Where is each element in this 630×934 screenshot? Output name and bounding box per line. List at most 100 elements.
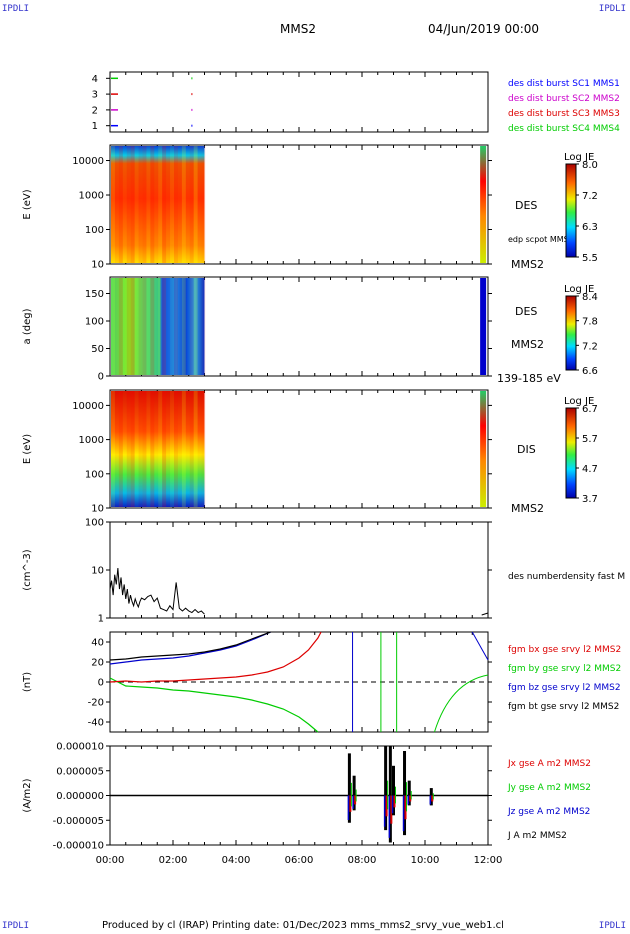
current-legend-1: Jx gse A m2 MMS2 <box>507 759 591 769</box>
bfield-ytick-label: 0 <box>98 678 104 689</box>
des_pitch-colorbar-label: 7.2 <box>582 341 598 352</box>
dis_energy-colorbar-label: 6.7 <box>582 404 598 415</box>
dis_energy-side-label: DIS <box>517 443 536 456</box>
des_energy-ytick-label: 10 <box>91 260 104 271</box>
dis_energy-stripe <box>177 391 182 507</box>
des_energy-side-label: MMS2 <box>511 258 544 271</box>
density-ytick-label: 100 <box>85 518 104 529</box>
dis_energy-ytick-label: 1000 <box>79 435 104 446</box>
des_energy-stripe <box>158 146 163 263</box>
des_energy-colorbar-title: Log JE <box>564 152 594 163</box>
dis_energy-colorbar-label: 5.7 <box>582 434 598 445</box>
dis_energy-colorbar-label: 3.7 <box>582 494 598 505</box>
des_pitch-stripe <box>193 278 198 375</box>
des_pitch-stripe <box>123 278 127 375</box>
x-axis-tick-label: 06:00 <box>285 855 314 866</box>
density-end-mark <box>481 612 489 616</box>
bfield-legend-3: fgm bz gse srvy l2 MMS2 <box>508 683 621 693</box>
bfield-ylabel: (nT) <box>22 672 33 692</box>
density-frame <box>109 521 489 619</box>
spacecraft-title: MMS2 <box>280 22 316 36</box>
des_energy-side-label: edp scpot MMS2 <box>508 235 574 244</box>
burst-ytick-label: 4 <box>92 74 98 85</box>
des_energy-ytick-label: 100 <box>85 225 104 236</box>
bfield-ytick-label: 20 <box>91 658 104 669</box>
x-axis-tick-label: 08:00 <box>348 855 377 866</box>
dis_energy-stripe <box>174 391 178 507</box>
des_pitch-stripe <box>130 278 135 375</box>
bfield-ytick-label: -40 <box>88 718 104 729</box>
bfield-ytick-label: -20 <box>88 698 104 709</box>
bfield-series-1 <box>109 631 322 683</box>
dis_energy-stripe <box>181 391 186 507</box>
des_energy-colorbar-label: 5.5 <box>582 253 598 264</box>
dis_energy-stripe <box>123 391 127 507</box>
des_energy-stripe <box>118 146 123 263</box>
des_energy-stripe <box>138 146 143 263</box>
des_pitch-ytick-label: 50 <box>91 344 104 355</box>
current-ytick-label: 0.000005 <box>56 766 104 777</box>
dis_energy-ylabel: E (eV) <box>22 434 33 464</box>
dis_energy-edge-strip <box>480 391 487 507</box>
des_pitch-stripe <box>126 278 131 375</box>
des_pitch-stripe <box>118 278 123 375</box>
des_pitch-stripe <box>162 278 167 375</box>
des_pitch-stripe <box>111 278 115 375</box>
burst-legend-sc4: des dist burst SC4 MMS4 <box>508 124 620 134</box>
dis_energy-stripe <box>170 391 174 507</box>
dis_energy-stripe <box>150 391 155 507</box>
des_pitch-colorbar-title: Log JE <box>564 284 594 295</box>
des_pitch-side-label: 139-185 eV <box>497 372 561 385</box>
des_energy-stripe <box>181 146 186 263</box>
des_pitch-spectrogram <box>111 278 205 375</box>
corner-tag-bottom-left: IPDLI <box>2 921 30 931</box>
dis_energy-stripe <box>189 391 194 507</box>
des_energy-colorbar-label: 6.3 <box>582 222 598 233</box>
dis_energy-side-label: MMS2 <box>511 502 544 515</box>
des_energy-side-label: DES <box>515 199 537 212</box>
des_energy-stripe <box>123 146 127 263</box>
des_energy-stripe <box>154 146 158 263</box>
dis_energy-stripe <box>197 391 202 507</box>
x-axis-tick-label: 00:00 <box>96 855 125 866</box>
des_energy-stripe <box>193 146 198 263</box>
des_pitch-side-label: MMS2 <box>511 338 544 351</box>
dis_energy-stripe <box>130 391 135 507</box>
des_energy-stripe <box>197 146 202 263</box>
x-axis-tick-label: 10:00 <box>411 855 440 866</box>
current-ytick-label: -0.000005 <box>53 816 104 827</box>
burst-ytick-label: 2 <box>92 105 98 116</box>
dis_energy-stripe <box>142 391 147 507</box>
dis_energy-colorbar-label: 4.7 <box>582 464 598 475</box>
des_energy-colorbar-label: 8.0 <box>582 160 598 171</box>
dis_energy-colorbar <box>565 407 577 499</box>
bfield-series-2 <box>109 677 319 733</box>
des_energy-stripe <box>201 146 206 263</box>
density-legend: des numberdensity fast M <box>508 572 625 582</box>
des_pitch-stripe <box>201 278 206 375</box>
current-legend-3: Jz gse A m2 MMS2 <box>507 807 590 817</box>
bfield-by-return <box>433 674 489 733</box>
dis_energy-stripe <box>186 391 190 507</box>
des_pitch-stripe <box>114 278 119 375</box>
density-ytick-label: 10 <box>91 566 104 577</box>
des_pitch-stripe <box>154 278 158 375</box>
des_energy-spectrogram <box>111 146 205 263</box>
des_energy-stripe <box>146 146 151 263</box>
des_energy-stripe <box>174 146 178 263</box>
dis_energy-stripe <box>118 391 123 507</box>
des_pitch-stripe <box>197 278 202 375</box>
des_energy-stripe <box>162 146 167 263</box>
dis_energy-stripe <box>111 391 115 507</box>
bfield-ytick-label: 40 <box>91 638 104 649</box>
des_pitch-stripe <box>134 278 139 375</box>
des_pitch-stripe <box>186 278 190 375</box>
des_energy-ytick-label: 1000 <box>79 191 104 202</box>
current-ytick-label: -0.000010 <box>53 841 104 852</box>
des_energy-ylabel: E (eV) <box>22 189 33 219</box>
dis_energy-stripe <box>193 391 198 507</box>
corner-tag-bottom-right: IPDLI <box>598 921 626 931</box>
bfield-legend-1: fgm bx gse srvy l2 MMS2 <box>508 645 621 655</box>
des_energy-stripe <box>186 146 190 263</box>
